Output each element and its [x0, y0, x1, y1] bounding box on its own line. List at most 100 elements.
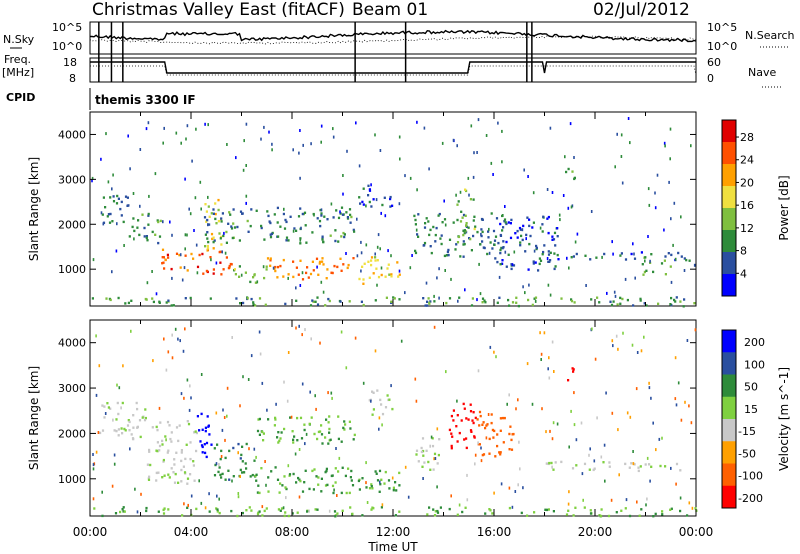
data-cell [510, 263, 513, 266]
data-cell [200, 501, 203, 505]
colorbar-tick-label: 28 [740, 131, 754, 144]
data-cell [144, 297, 147, 301]
data-cell [111, 187, 113, 191]
data-cell [456, 203, 459, 206]
data-cell [315, 407, 317, 411]
data-cell [320, 208, 323, 212]
data-cell [184, 177, 186, 181]
data-cell [674, 356, 677, 360]
data-cell [438, 212, 441, 216]
data-cell [374, 299, 377, 302]
data-cell [566, 256, 568, 260]
data-cell [201, 445, 204, 449]
data-cell [209, 297, 212, 300]
data-cell [361, 265, 364, 268]
data-cell [277, 235, 280, 238]
data-cell [95, 450, 98, 454]
data-cell [693, 302, 696, 305]
x-tick-label: 08:00 [275, 525, 310, 539]
data-cell [456, 399, 458, 403]
data-cell [200, 207, 202, 211]
data-cell [326, 483, 329, 487]
data-cell [124, 302, 127, 305]
data-cell [319, 208, 322, 212]
data-cell [549, 126, 552, 130]
data-cell [374, 470, 377, 473]
data-cell [650, 465, 653, 468]
data-cell [109, 407, 112, 410]
data-cell [245, 194, 248, 198]
data-cell [392, 296, 395, 299]
data-cell [340, 206, 344, 209]
data-cell [560, 460, 563, 464]
data-cell [207, 205, 210, 208]
data-cell [224, 251, 227, 255]
data-cell [250, 354, 253, 358]
data-cell [220, 455, 223, 458]
data-cell [317, 476, 320, 479]
data-cell [484, 426, 487, 430]
data-cell [511, 505, 514, 509]
data-cell [608, 465, 611, 468]
data-cell [484, 301, 487, 304]
data-cell [630, 252, 633, 256]
data-cell [494, 455, 497, 458]
data-cell [469, 198, 472, 201]
data-cell [263, 238, 266, 241]
data-cell [688, 501, 691, 505]
data-cell [398, 471, 401, 475]
data-cell [675, 296, 678, 299]
data-cell [156, 441, 159, 444]
data-cell [290, 415, 293, 419]
data-cell [445, 254, 448, 257]
colorbar-tick-label: -50 [738, 447, 756, 460]
data-cell [249, 475, 252, 478]
data-cell [245, 122, 248, 126]
data-cell [312, 269, 315, 272]
data-cell [241, 445, 244, 448]
data-cell [285, 487, 288, 491]
data-cell [204, 245, 207, 248]
data-cell [568, 266, 570, 270]
data-cell [443, 254, 446, 258]
x-tick-label: 00:00 [73, 525, 108, 539]
data-cell [593, 459, 596, 463]
data-cell [683, 269, 686, 272]
data-cell [104, 206, 107, 209]
data-cell [409, 176, 412, 180]
data-cell [184, 327, 186, 331]
data-cell [450, 494, 452, 498]
data-cell [648, 381, 650, 385]
data-cell [472, 421, 475, 425]
data-cell [156, 219, 159, 222]
data-cell [571, 170, 574, 173]
data-cell [322, 290, 325, 294]
data-cell [390, 273, 393, 276]
data-cell [299, 242, 302, 245]
data-cell [330, 474, 333, 478]
data-cell [301, 278, 305, 281]
data-cell [155, 479, 158, 482]
data-cell [199, 440, 202, 443]
data-cell [179, 339, 181, 343]
data-cell [101, 429, 105, 432]
data-cell [352, 257, 355, 260]
data-cell [316, 265, 318, 269]
nave-trace [90, 65, 697, 76]
data-cell [583, 506, 586, 509]
data-cell [298, 495, 301, 499]
plot-title: Christmas Valley East (fitACF) [92, 0, 345, 20]
data-cell [276, 221, 279, 224]
data-cell [339, 257, 342, 260]
data-cell [117, 296, 120, 300]
data-cell [480, 232, 482, 236]
data-cell [233, 226, 237, 229]
data-cell [380, 266, 383, 270]
data-cell [180, 480, 183, 483]
data-cell [123, 427, 126, 431]
data-cell [598, 514, 601, 517]
data-cell [242, 375, 244, 379]
data-cell [664, 144, 666, 148]
data-cell [115, 418, 118, 421]
